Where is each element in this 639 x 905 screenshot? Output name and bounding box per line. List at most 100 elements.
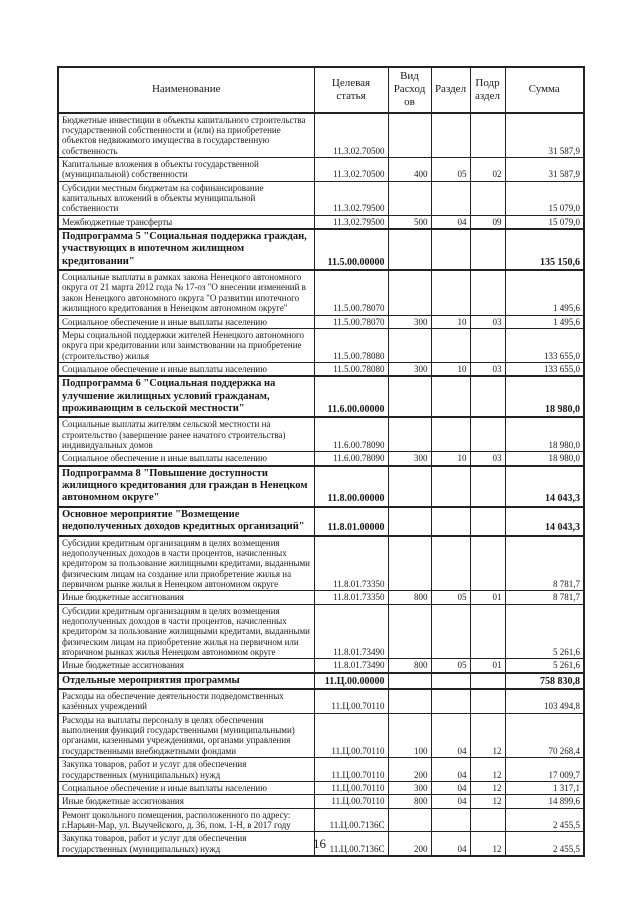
name-cell: Иные бюджетные ассигнования: [57, 794, 315, 809]
vid-rashodov-cell: 500: [387, 214, 432, 230]
vid-rashodov-cell: [387, 535, 432, 592]
summa-cell: 15 079,0: [504, 180, 585, 216]
table-row: Расходы на выплаты персоналу в целях обе…: [57, 712, 585, 759]
budget-expenditure-table: Наименование Целевая статья Вид Расход о…: [57, 66, 585, 857]
table-row: Капитальные вложения в объекты государст…: [57, 156, 585, 182]
name-cell: Основное мероприятие "Возмещение недопол…: [57, 505, 315, 537]
razdel-cell: 04: [430, 757, 471, 782]
vid-rashodov-cell: [387, 227, 432, 272]
table-row: Субсидии местным бюджетам на софинансиро…: [57, 180, 585, 216]
table-row: Иные бюджетные ассигнования 11.Ц.00.70110…: [57, 794, 585, 809]
header-tselevaya-statya: Целевая статья: [313, 66, 389, 114]
razdel-cell: [430, 688, 471, 714]
vid-rashodov-cell: [387, 269, 432, 316]
vid-rashodov-cell: [387, 688, 432, 714]
code-cell: 11.8.01.00000: [313, 505, 389, 537]
name-cell: Расходы на обеспечение деятельности подв…: [57, 688, 315, 714]
razdel-cell: [430, 807, 471, 833]
table-row: Ремонт цокольного помещения, расположенн…: [57, 807, 585, 833]
table-row: Социальное обеспечение и иные выплаты на…: [57, 451, 585, 467]
code-cell: 11.Ц.00.00000: [313, 671, 389, 691]
summa-cell: 758 830,8: [504, 671, 585, 691]
name-cell: Капитальные вложения в объекты государст…: [57, 156, 315, 182]
vid-rashodov-cell: [387, 180, 432, 216]
table-row: Субсидии кредитным организациям в целях …: [57, 535, 585, 592]
table-row: Закупка товаров, работ и услуг для обесп…: [57, 757, 585, 782]
code-cell: 11.Ц.00.70110: [313, 712, 389, 759]
summa-cell: 133 655,0: [504, 327, 585, 363]
table-row: Отдельные мероприятия программы 11.Ц.00.0…: [57, 671, 585, 691]
razdel-cell: [430, 269, 471, 316]
podrazdel-cell: [469, 807, 506, 833]
summa-cell: 70 268,4: [504, 712, 585, 759]
summa-cell: 14 043,3: [504, 464, 585, 508]
table-row: Меры социальной поддержки жителей Ненецк…: [57, 327, 585, 363]
vid-rashodov-cell: 400: [387, 156, 432, 182]
code-cell: 11.8.01.73350: [313, 535, 389, 592]
podrazdel-cell: 03: [469, 451, 506, 467]
table-row: Основное мероприятие "Возмещение недопол…: [57, 505, 585, 537]
name-cell: Бюджетные инвестиции в объекты капитальн…: [57, 112, 315, 158]
razdel-cell: [430, 535, 471, 592]
vid-rashodov-cell: [387, 603, 432, 660]
table-row: Иные бюджетные ассигнования 11.8.01.73490…: [57, 658, 585, 674]
razdel-cell: 05: [430, 658, 471, 674]
podrazdel-cell: [469, 671, 506, 691]
podrazdel-cell: [469, 269, 506, 316]
razdel-cell: [430, 327, 471, 363]
podrazdel-cell: 12: [469, 757, 506, 782]
code-cell: 11.5.00.00000: [313, 227, 389, 272]
code-cell: 11.3.02.79500: [313, 214, 389, 230]
table-header-row: Наименование Целевая статья Вид Расход о…: [57, 66, 585, 114]
podrazdel-cell: 09: [469, 214, 506, 230]
header-summa: Сумма: [504, 66, 585, 114]
vid-rashodov-cell: [387, 464, 432, 508]
razdel-cell: [430, 112, 471, 158]
vid-rashodov-cell: [387, 807, 432, 833]
podrazdel-cell: 12: [469, 831, 506, 857]
razdel-cell: 04: [430, 780, 471, 796]
header-vid-rashodov: Вид Расход ов: [387, 66, 432, 114]
podrazdel-cell: [469, 505, 506, 537]
razdel-cell: [430, 180, 471, 216]
podrazdel-cell: [469, 464, 506, 508]
razdel-cell: [430, 416, 471, 453]
table-row: Субсидии кредитным организациям в целях …: [57, 603, 585, 660]
vid-rashodov-cell: 300: [387, 780, 432, 796]
header-podrazdel: Подр аздел: [469, 66, 506, 114]
table-row: Подпрограмма 8 "Повышение доступности жи…: [57, 464, 585, 508]
razdel-cell: 10: [430, 361, 471, 377]
podrazdel-cell: [469, 180, 506, 216]
name-cell: Межбюджетные трансферты: [57, 214, 315, 230]
code-cell: 11.3.02.79500: [313, 180, 389, 216]
vid-rashodov-cell: 100: [387, 712, 432, 759]
podrazdel-cell: [469, 416, 506, 453]
code-cell: 11.3.02.70500: [313, 156, 389, 182]
razdel-cell: 04: [430, 712, 471, 759]
table-row: Социальное обеспечение и иные выплаты на…: [57, 361, 585, 377]
table-row: Социальные выплаты в рамках закона Ненец…: [57, 269, 585, 316]
table-row: Социальное обеспечение и иные выплаты на…: [57, 780, 585, 796]
name-cell: Иные бюджетные ассигнования: [57, 590, 315, 605]
summa-cell: 17 009,7: [504, 757, 585, 782]
summa-cell: 135 150,6: [504, 227, 585, 272]
summa-cell: 133 655,0: [504, 361, 585, 377]
vid-rashodov-cell: [387, 375, 432, 419]
razdel-cell: 10: [430, 314, 471, 329]
razdel-cell: 05: [430, 156, 471, 182]
table-row: Социальное обеспечение и иные выплаты на…: [57, 314, 585, 329]
vid-rashodov-cell: 800: [387, 658, 432, 674]
razdel-cell: 10: [430, 451, 471, 467]
table-row: Подпрограмма 5 "Социальная поддержка гра…: [57, 227, 585, 272]
vid-rashodov-cell: 800: [387, 794, 432, 809]
name-cell: Иные бюджетные ассигнования: [57, 658, 315, 674]
summa-cell: 18 980,0: [504, 451, 585, 467]
vid-rashodov-cell: [387, 505, 432, 537]
summa-cell: 14 899,6: [504, 794, 585, 809]
razdel-cell: 04: [430, 214, 471, 230]
code-cell: 11.8.01.73490: [313, 658, 389, 674]
podrazdel-cell: [469, 227, 506, 272]
vid-rashodov-cell: 300: [387, 361, 432, 377]
code-cell: 11.5.00.78070: [313, 314, 389, 329]
vid-rashodov-cell: [387, 416, 432, 453]
